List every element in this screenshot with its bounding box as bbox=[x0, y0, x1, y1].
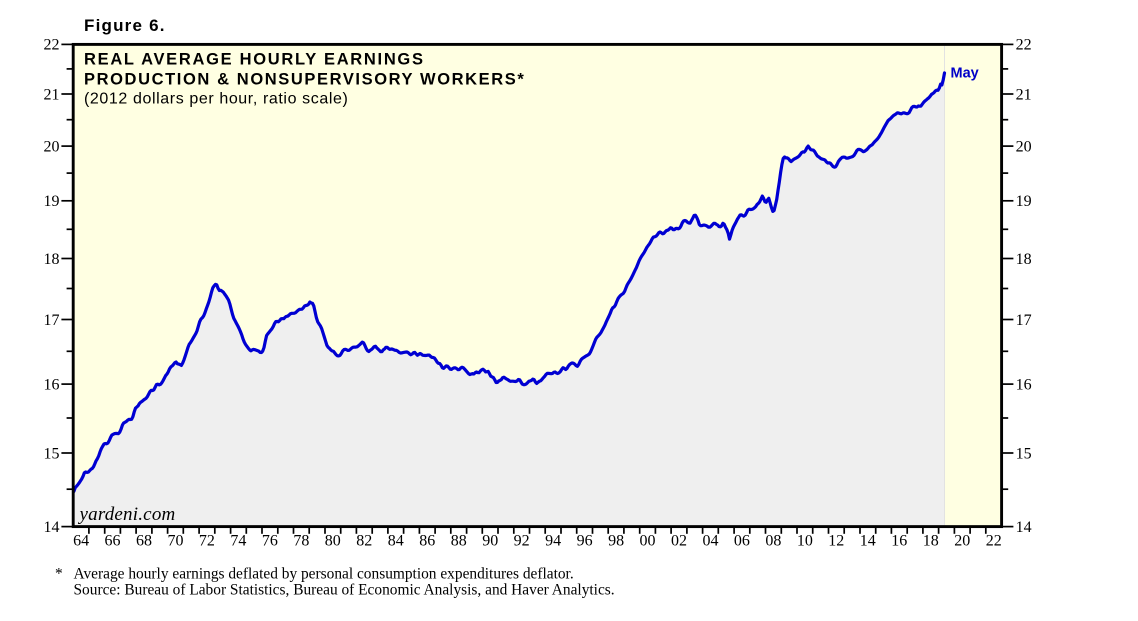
svg-text:19: 19 bbox=[1016, 193, 1032, 210]
svg-text:04: 04 bbox=[703, 533, 719, 550]
svg-text:12: 12 bbox=[828, 533, 844, 550]
svg-text:Figure 6.: Figure 6. bbox=[84, 16, 166, 35]
svg-text:02: 02 bbox=[671, 533, 687, 550]
svg-text:66: 66 bbox=[105, 533, 121, 550]
svg-text:80: 80 bbox=[325, 533, 341, 550]
svg-text:18: 18 bbox=[1016, 251, 1032, 268]
svg-text:74: 74 bbox=[230, 533, 246, 550]
svg-text:20: 20 bbox=[954, 533, 970, 550]
svg-text:22: 22 bbox=[44, 37, 60, 54]
svg-text:REAL AVERAGE HOURLY EARNINGS: REAL AVERAGE HOURLY EARNINGS bbox=[84, 51, 425, 69]
svg-text:19: 19 bbox=[44, 193, 60, 210]
svg-text:94: 94 bbox=[545, 533, 561, 550]
svg-text:22: 22 bbox=[1016, 37, 1032, 54]
svg-text:98: 98 bbox=[608, 533, 624, 550]
svg-text:22: 22 bbox=[986, 533, 1002, 550]
svg-text:20: 20 bbox=[44, 138, 60, 155]
svg-text:96: 96 bbox=[577, 533, 593, 550]
svg-text:17: 17 bbox=[1016, 312, 1032, 329]
svg-text:18: 18 bbox=[923, 533, 939, 550]
svg-text:(2012 dollars per hour, ratio: (2012 dollars per hour, ratio scale) bbox=[84, 91, 348, 108]
svg-text:92: 92 bbox=[514, 533, 530, 550]
svg-text:72: 72 bbox=[199, 533, 215, 550]
svg-text:May: May bbox=[951, 66, 979, 82]
svg-text:10: 10 bbox=[797, 533, 813, 550]
svg-text:08: 08 bbox=[765, 533, 781, 550]
svg-text:18: 18 bbox=[44, 251, 60, 268]
svg-text:21: 21 bbox=[44, 86, 60, 103]
svg-text:82: 82 bbox=[356, 533, 372, 550]
svg-text:70: 70 bbox=[168, 533, 184, 550]
svg-text:64: 64 bbox=[73, 533, 89, 550]
svg-text:14: 14 bbox=[44, 519, 60, 536]
svg-text:14: 14 bbox=[860, 533, 876, 550]
svg-text:90: 90 bbox=[482, 533, 498, 550]
svg-text:17: 17 bbox=[44, 312, 60, 329]
svg-text:20: 20 bbox=[1016, 138, 1032, 155]
svg-text:yardeni.com: yardeni.com bbox=[78, 504, 176, 525]
svg-text:15: 15 bbox=[1016, 445, 1032, 462]
svg-text:16: 16 bbox=[44, 376, 60, 393]
svg-text:PRODUCTION & NONSUPERVISORY WO: PRODUCTION & NONSUPERVISORY WORKERS* bbox=[84, 71, 525, 89]
svg-text:78: 78 bbox=[293, 533, 309, 550]
svg-text:15: 15 bbox=[44, 445, 60, 462]
svg-text:16: 16 bbox=[1016, 376, 1032, 393]
svg-text:86: 86 bbox=[419, 533, 435, 550]
svg-text:06: 06 bbox=[734, 533, 750, 550]
svg-text:88: 88 bbox=[451, 533, 467, 550]
svg-text:14: 14 bbox=[1016, 519, 1032, 536]
svg-text:84: 84 bbox=[388, 533, 404, 550]
svg-text:76: 76 bbox=[262, 533, 278, 550]
svg-text:Source: Bureau of Labor Statis: Source: Bureau of Labor Statistics, Bure… bbox=[74, 582, 615, 599]
svg-text:Average hourly earnings deflat: Average hourly earnings deflated by pers… bbox=[74, 566, 574, 583]
svg-text:68: 68 bbox=[136, 533, 152, 550]
svg-text:16: 16 bbox=[891, 533, 907, 550]
svg-text:21: 21 bbox=[1016, 86, 1032, 103]
svg-text:00: 00 bbox=[640, 533, 656, 550]
svg-text:*: * bbox=[55, 566, 63, 583]
